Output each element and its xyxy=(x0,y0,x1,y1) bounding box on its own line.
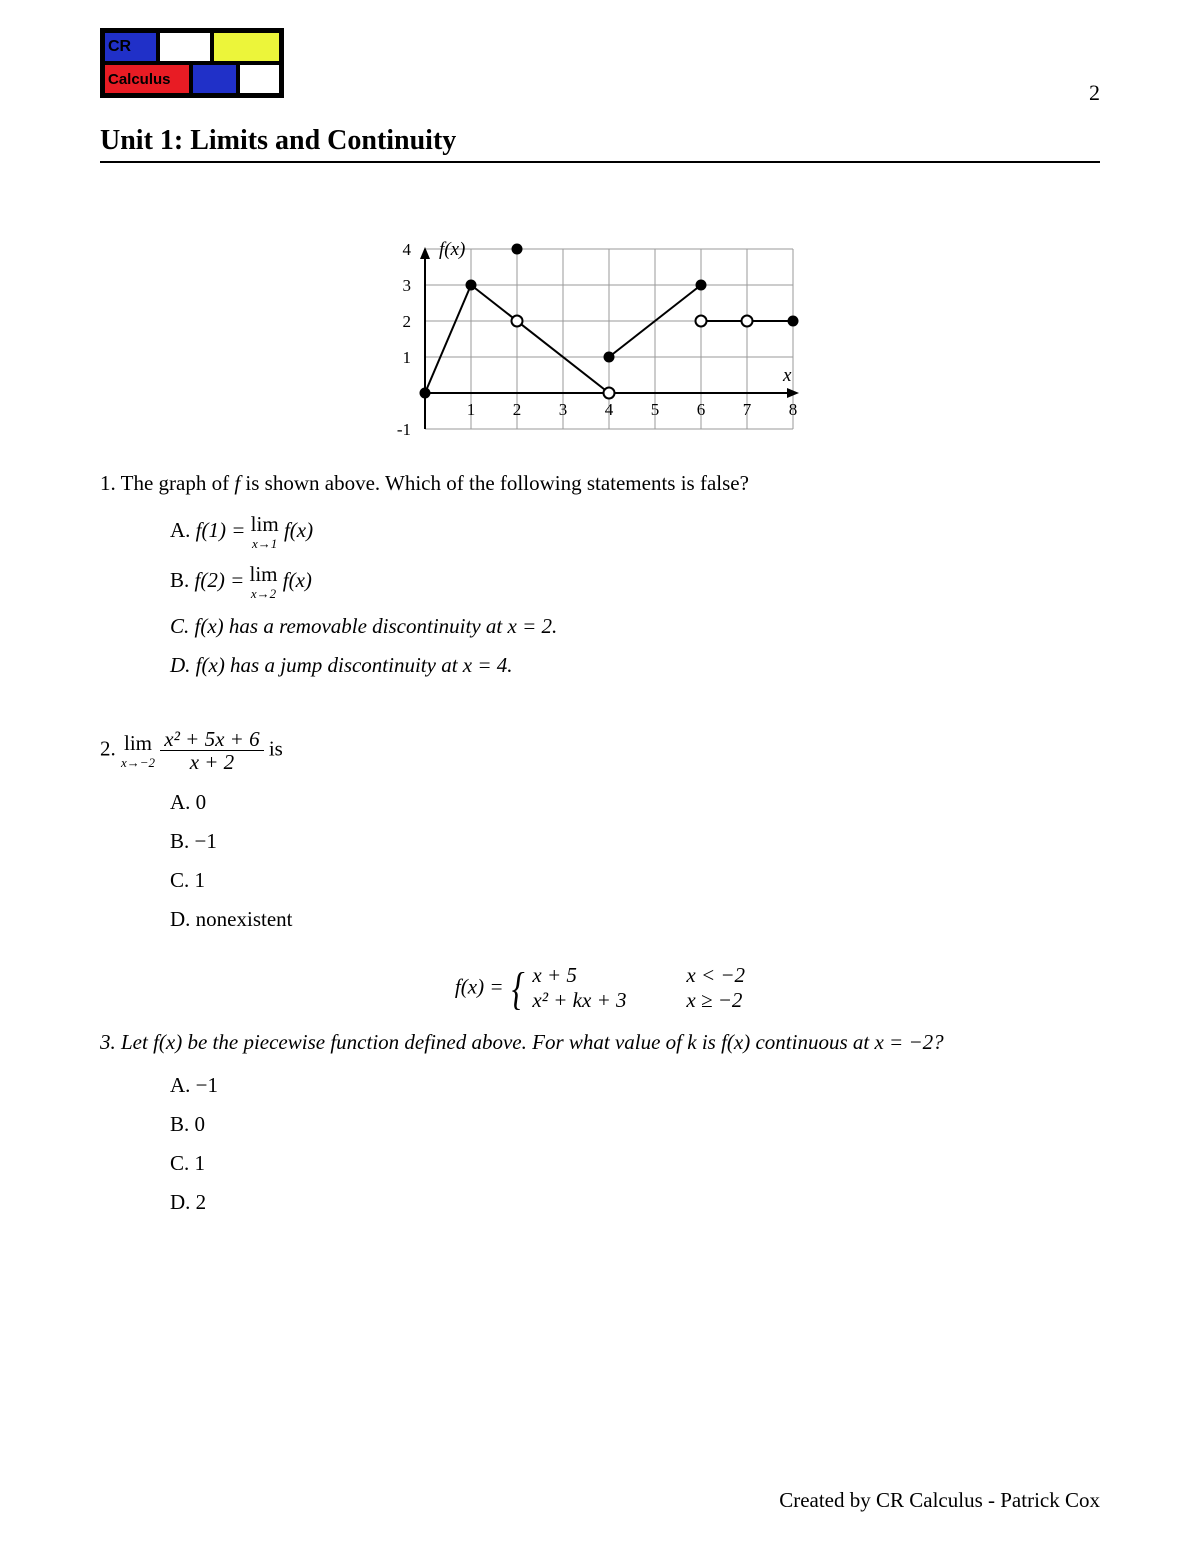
q1-choice-d: D. f(x) has a jump discontinuity at x = … xyxy=(170,653,1100,678)
logo-cr: CR xyxy=(103,31,158,63)
q3-choice-a: A. −1 xyxy=(170,1073,1100,1098)
svg-text:x: x xyxy=(782,365,792,386)
svg-text:1: 1 xyxy=(403,348,412,367)
svg-text:1: 1 xyxy=(467,400,476,419)
question-3: 3. Let f(x) be the piecewise function de… xyxy=(100,1027,1100,1057)
svg-text:3: 3 xyxy=(559,400,568,419)
q2-choice-d: D. nonexistent xyxy=(170,907,1100,932)
q3-choice-b: B. 0 xyxy=(170,1112,1100,1137)
piecewise-definition: f(x) = { x + 5x < −2 x² + kx + 3x ≥ −2 xyxy=(100,962,1100,1015)
q2-choices: A. 0 B. −1 C. 1 D. nonexistent xyxy=(170,790,1100,932)
q2-choice-a: A. 0 xyxy=(170,790,1100,815)
svg-text:2: 2 xyxy=(403,312,412,331)
q3-choices: A. −1 B. 0 C. 1 D. 2 xyxy=(170,1073,1100,1215)
footer-credit: Created by CR Calculus - Patrick Cox xyxy=(779,1488,1100,1513)
svg-text:2: 2 xyxy=(513,400,522,419)
svg-text:-1: -1 xyxy=(397,420,411,439)
svg-text:7: 7 xyxy=(743,400,752,419)
q2-choice-c: C. 1 xyxy=(170,868,1100,893)
q1-choices: A. f(1) = limx→1 f(x) B. f(2) = limx→2 f… xyxy=(170,514,1100,678)
svg-text:8: 8 xyxy=(789,400,798,419)
unit-title: Unit 1: Limits and Continuity xyxy=(100,125,1100,163)
svg-text:3: 3 xyxy=(403,276,412,295)
question-2: 2. limx→−2 x² + 5x + 6x + 2 is xyxy=(100,728,1100,773)
q3-choice-d: D. 2 xyxy=(170,1190,1100,1215)
question-1: 1. The graph of f is shown above. Which … xyxy=(100,468,1100,498)
logo-calculus: Calculus xyxy=(103,63,191,95)
svg-text:6: 6 xyxy=(697,400,706,419)
svg-text:4: 4 xyxy=(403,240,412,259)
q3-choice-c: C. 1 xyxy=(170,1151,1100,1176)
q1-choice-c: C. f(x) has a removable discontinuity at… xyxy=(170,614,1100,639)
svg-text:5: 5 xyxy=(651,400,660,419)
logo: CR Calculus xyxy=(100,28,284,98)
q1-choice-b: B. f(2) = limx→2 f(x) xyxy=(170,564,1100,600)
q2-choice-b: B. −1 xyxy=(170,829,1100,854)
q1-choice-a: A. f(1) = limx→1 f(x) xyxy=(170,514,1100,550)
page-number: 2 xyxy=(1089,80,1100,106)
svg-text:4: 4 xyxy=(605,400,614,419)
svg-text:f(x): f(x) xyxy=(439,239,465,260)
function-graph: 1 2 3 4 5 6 7 8 -1 1 2 3 4 f(x) x xyxy=(365,193,835,448)
